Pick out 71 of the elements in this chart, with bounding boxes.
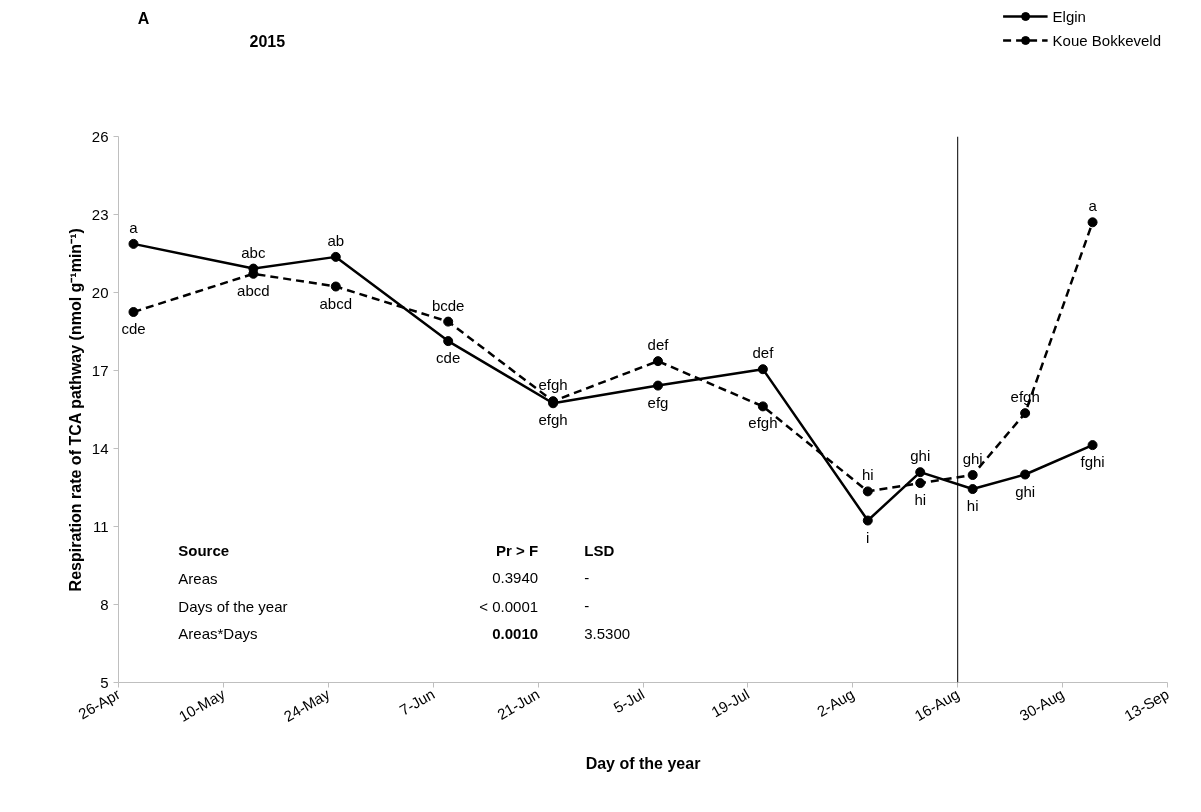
x-axis-title: Day of the year bbox=[585, 755, 701, 773]
y-tick-label: 8 bbox=[100, 595, 109, 613]
data-label: efg bbox=[647, 393, 669, 411]
point bbox=[128, 238, 139, 249]
data-label: a bbox=[1088, 197, 1098, 215]
y-tick-label: 20 bbox=[91, 283, 109, 301]
y-tick-label: 5 bbox=[100, 673, 109, 691]
point bbox=[330, 251, 341, 262]
point bbox=[443, 316, 454, 327]
data-label: ab bbox=[327, 231, 345, 249]
data-label: ghi bbox=[910, 447, 931, 465]
point bbox=[1020, 469, 1031, 480]
y-tick-label: 17 bbox=[91, 361, 109, 379]
point bbox=[128, 307, 139, 317]
point bbox=[330, 281, 341, 292]
y-tick-label: 23 bbox=[91, 205, 109, 223]
data-label: cde bbox=[121, 320, 146, 337]
data-label: cde bbox=[436, 349, 461, 367]
data-label: ghi bbox=[962, 450, 983, 468]
data-label: hi bbox=[966, 497, 979, 515]
data-label: def bbox=[752, 344, 775, 362]
point bbox=[915, 467, 926, 478]
x-tick-label: 7-Jun bbox=[396, 685, 438, 719]
point bbox=[443, 336, 454, 347]
y-axis-title: Respiration rate of TCA pathway (nmol g⁻¹min⁻¹) bbox=[66, 228, 84, 592]
annotation: 3.5300 bbox=[584, 624, 631, 642]
point bbox=[915, 478, 926, 489]
legend-label: Elgin bbox=[1052, 7, 1086, 25]
annotation: Areas*Days bbox=[178, 625, 258, 643]
data-label: abc bbox=[241, 243, 266, 261]
data-label: bcde bbox=[431, 296, 465, 314]
data-label: hi bbox=[914, 491, 927, 509]
data-label: i bbox=[866, 528, 870, 546]
annotation: LSD bbox=[584, 541, 615, 559]
annotation: - bbox=[584, 569, 590, 587]
annotation: - bbox=[584, 597, 590, 615]
legend-label: Koue Bokkeveld bbox=[1052, 31, 1161, 49]
point bbox=[967, 484, 978, 495]
annotation: Source bbox=[178, 541, 230, 559]
x-tick-label: 5-Jul bbox=[610, 685, 648, 717]
point bbox=[652, 380, 663, 391]
annotation: Pr > F bbox=[496, 541, 539, 559]
point bbox=[757, 364, 768, 375]
annotation: Areas bbox=[178, 569, 218, 587]
point bbox=[1020, 408, 1031, 419]
point bbox=[862, 486, 873, 497]
data-label: efgh bbox=[748, 414, 778, 432]
data-label: def bbox=[647, 336, 670, 354]
data-label: abcd bbox=[237, 281, 270, 299]
point bbox=[862, 515, 873, 526]
annotation: 0.3940 bbox=[492, 569, 539, 587]
point bbox=[652, 356, 663, 367]
data-label: efgh bbox=[538, 376, 568, 394]
y-tick-label: 11 bbox=[92, 517, 109, 535]
data-label: efgh bbox=[538, 411, 568, 429]
point bbox=[967, 470, 978, 481]
point bbox=[1087, 440, 1098, 451]
data-label: a bbox=[129, 218, 139, 236]
data-label: fghi bbox=[1080, 453, 1105, 471]
data-label: ghi bbox=[1015, 482, 1036, 500]
annotation: Days of the year bbox=[178, 597, 288, 615]
data-label: abcd bbox=[319, 294, 353, 312]
y-tick-label: 26 bbox=[91, 127, 109, 145]
text: A bbox=[137, 10, 150, 27]
annotation: 0.0010 bbox=[492, 624, 539, 642]
annotation: < 0.0001 bbox=[479, 597, 539, 615]
chart-title: 2015 bbox=[249, 32, 286, 50]
point bbox=[757, 401, 768, 412]
y-tick-label: 14 bbox=[91, 439, 109, 457]
point bbox=[1087, 217, 1098, 228]
data-label: hi bbox=[861, 466, 874, 484]
